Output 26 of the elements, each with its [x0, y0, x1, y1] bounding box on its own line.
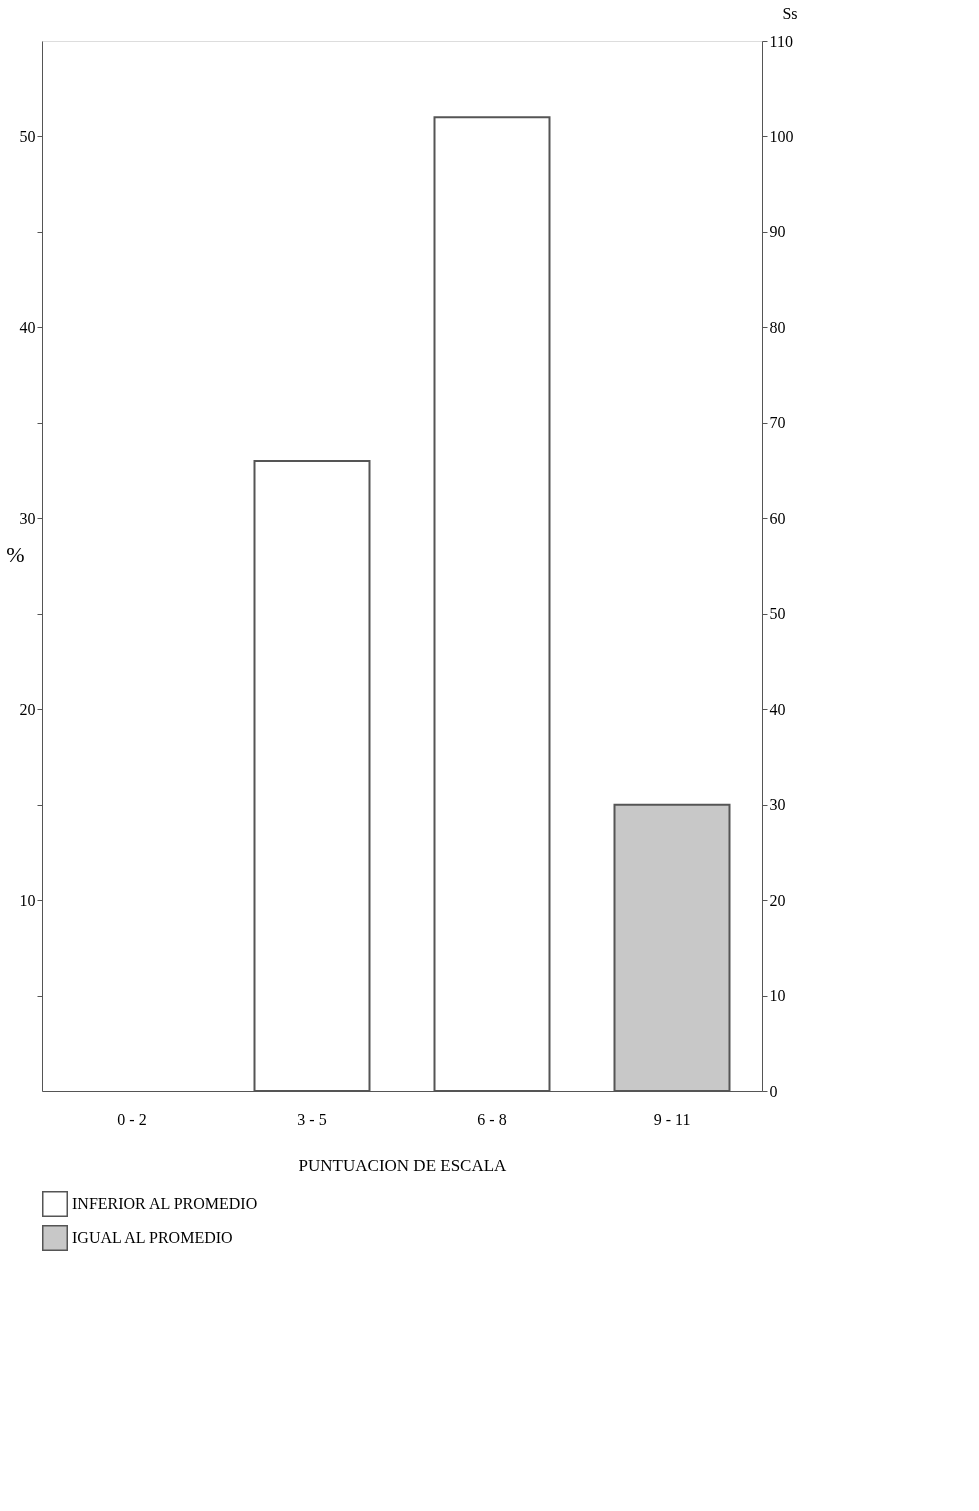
- y-tick-label: 30: [19, 509, 36, 527]
- y2-tick-label: 10: [769, 987, 786, 1005]
- legend-label: INFERIOR AL PROMEDIO: [72, 1195, 258, 1212]
- y-tick-label: 40: [19, 318, 36, 336]
- y2-axis-title: Ss: [782, 4, 798, 22]
- y2-tick-label: 60: [769, 509, 786, 527]
- y2-tick-label: 110: [769, 32, 793, 50]
- y-tick-label: 10: [19, 891, 36, 909]
- y2-tick-label: 50: [769, 605, 786, 623]
- y-axis-title: %: [6, 541, 25, 567]
- y2-tick-label: 0: [769, 1082, 778, 1100]
- x-axis-title: PUNTUACION DE ESCALA: [298, 1155, 508, 1175]
- y2-tick-label: 40: [769, 700, 786, 718]
- x-tick-label: 3 - 5: [297, 1110, 327, 1128]
- y2-tick-label: 90: [769, 223, 786, 241]
- x-tick-label: 6 - 8: [477, 1110, 507, 1128]
- y-tick-label: 50: [19, 127, 36, 145]
- x-tick-label: 0 - 2: [117, 1110, 147, 1128]
- y2-tick-label: 100: [769, 127, 794, 145]
- x-tick-label: 9 - 11: [653, 1110, 691, 1128]
- legend-label: IGUAL AL PROMEDIO: [72, 1229, 233, 1246]
- y2-tick-label: 80: [769, 318, 786, 336]
- y2-tick-label: 20: [769, 891, 786, 909]
- y2-tick-label: 70: [769, 414, 786, 432]
- y-tick-label: 20: [19, 700, 36, 718]
- y2-tick-label: 30: [769, 796, 786, 814]
